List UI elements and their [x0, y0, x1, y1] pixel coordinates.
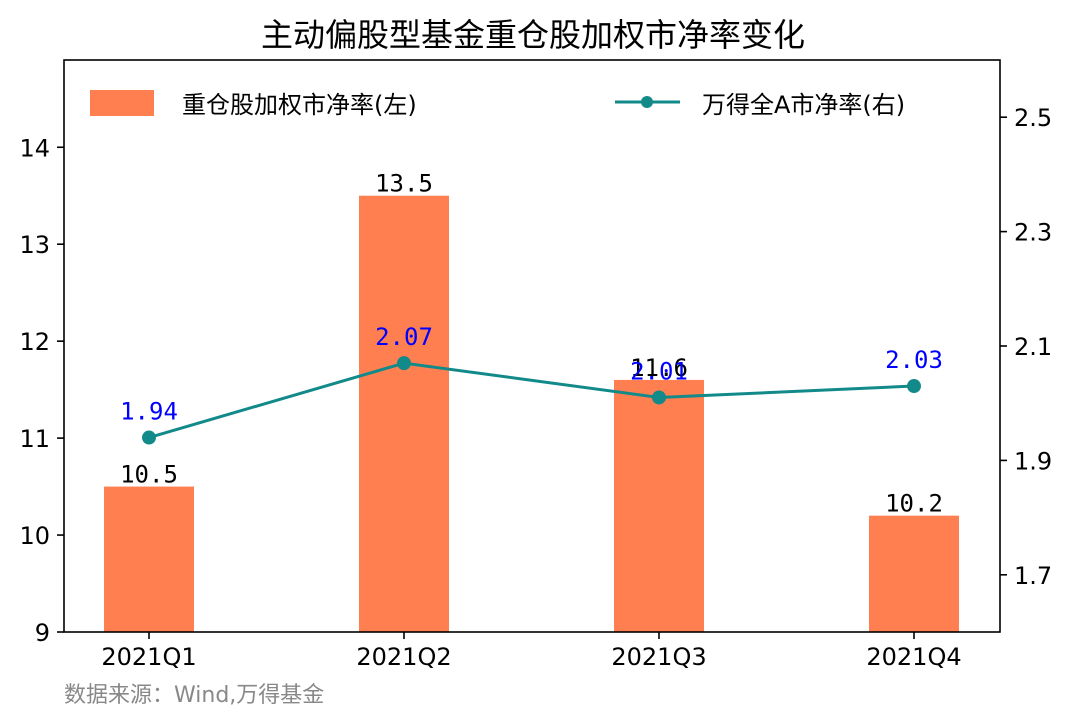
x-tick-label: 2021Q1 — [101, 643, 196, 671]
left-tick-label: 12 — [19, 328, 50, 356]
right-tick-label: 1.9 — [1014, 447, 1052, 475]
right-axis: 1.7 1.9 2.1 2.3 2.5 — [1000, 104, 1052, 590]
source-note: 数据来源：Wind,万得基金 — [64, 683, 324, 708]
right-tick-label: 2.3 — [1014, 219, 1052, 247]
left-axis: 9 10 11 12 13 14 — [19, 134, 64, 647]
line-point — [652, 390, 666, 405]
plot-frame — [63, 59, 1001, 633]
left-tick-label: 9 — [35, 619, 50, 647]
series-line — [148, 361, 915, 439]
right-tick-label: 2.5 — [1014, 104, 1052, 132]
bar-value-label: 11.6 — [630, 354, 688, 382]
bar — [359, 195, 449, 632]
left-tick-label: 14 — [19, 134, 50, 162]
line-point — [397, 356, 411, 371]
bar-value-label: 10.5 — [120, 461, 178, 489]
left-tick-label: 13 — [19, 231, 50, 259]
right-tick-label: 2.1 — [1014, 333, 1052, 361]
left-tick-label: 11 — [19, 425, 50, 453]
legend-bar-swatch — [90, 90, 154, 116]
x-axis: 2021Q1 2021Q2 2021Q3 2021Q4 — [101, 632, 962, 671]
legend-line-label: 万得全A市净率(右) — [702, 91, 905, 119]
line-value-label: 2.01 — [630, 357, 688, 385]
line-value-label: 1.94 — [120, 398, 178, 426]
line-series: 1.94 2.07 2.01 2.03 — [120, 323, 943, 445]
x-tick-label: 2021Q4 — [866, 643, 961, 671]
bar — [104, 486, 194, 632]
left-tick-label: 10 — [19, 522, 50, 550]
right-tick-label: 1.7 — [1014, 562, 1052, 590]
bar-value-label: 13.5 — [375, 170, 433, 198]
x-tick-label: 2021Q2 — [356, 643, 451, 671]
bar-value-label: 10.2 — [885, 490, 943, 518]
line-value-label: 2.03 — [885, 346, 943, 374]
bar — [614, 379, 704, 632]
line-point — [907, 379, 921, 394]
line-point — [142, 430, 156, 445]
legend: 重仓股加权市净率(左) 万得全A市净率(右) — [90, 90, 905, 119]
x-tick-label: 2021Q3 — [611, 643, 706, 671]
bar — [869, 515, 959, 632]
legend-line-marker — [641, 96, 653, 108]
legend-bar-label: 重仓股加权市净率(左) — [182, 91, 417, 119]
chart-title: 主动偏股型基金重仓股加权市净率变化 — [261, 16, 805, 54]
line-value-label: 2.07 — [375, 323, 433, 351]
bar-series: 10.5 13.5 11.6 10.2 — [104, 170, 959, 632]
